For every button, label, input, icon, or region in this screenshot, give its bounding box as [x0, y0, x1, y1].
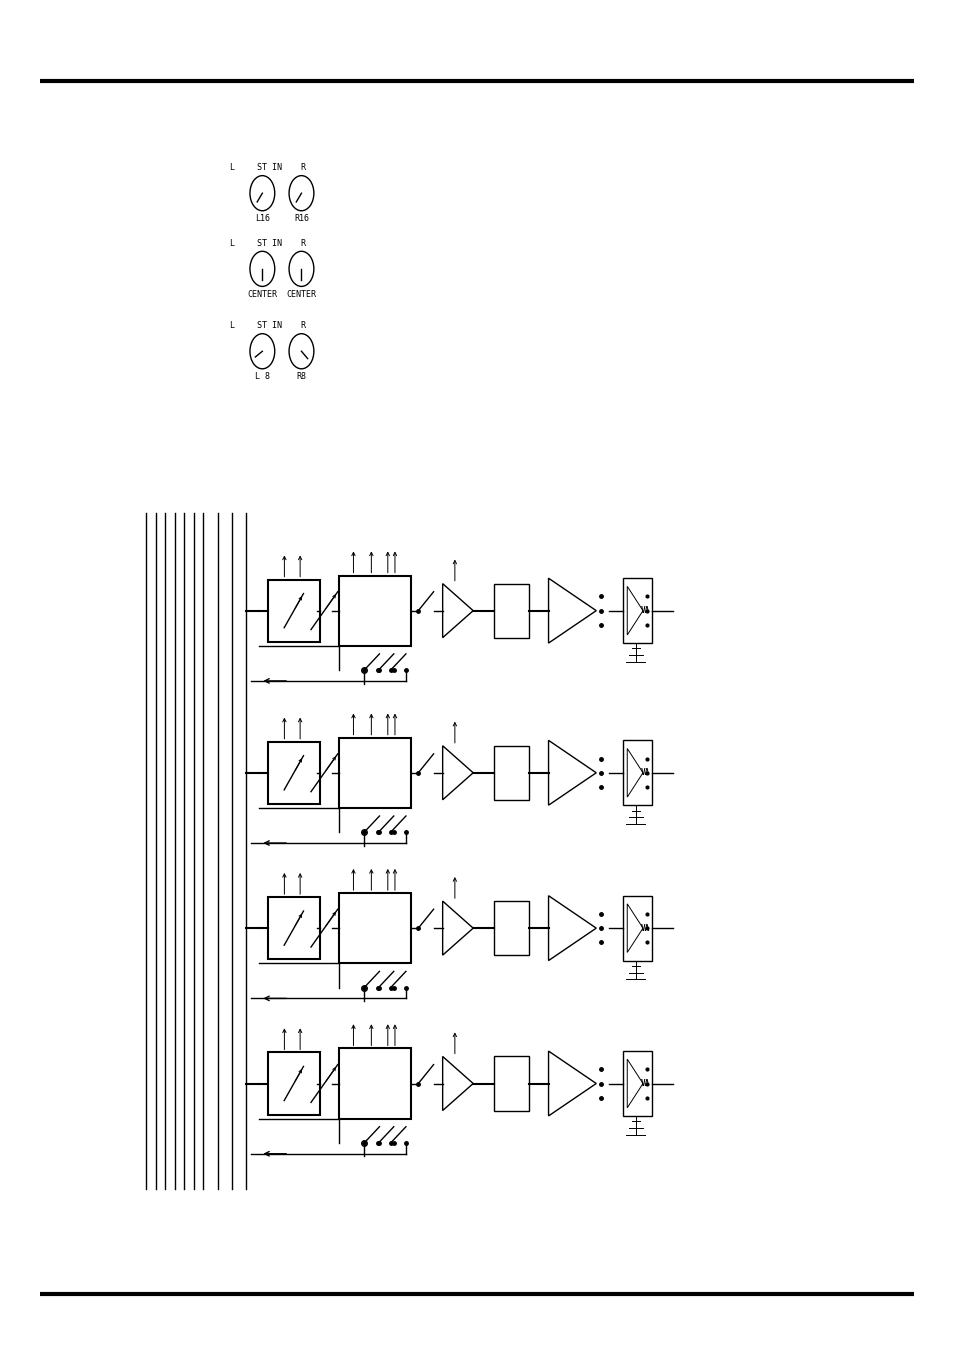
- Bar: [622, 578, 651, 643]
- Polygon shape: [548, 578, 596, 643]
- Bar: [622, 1051, 651, 1116]
- Text: VA: VA: [640, 924, 649, 932]
- Text: VA: VA: [640, 769, 649, 777]
- Polygon shape: [627, 904, 642, 952]
- Bar: [267, 742, 319, 804]
- Bar: [494, 584, 528, 638]
- Bar: [494, 901, 528, 955]
- Bar: [494, 1056, 528, 1111]
- Bar: [267, 897, 319, 959]
- Polygon shape: [627, 1059, 642, 1108]
- Bar: [339, 1048, 411, 1119]
- Text: ST IN: ST IN: [257, 322, 282, 330]
- Polygon shape: [627, 748, 642, 797]
- Bar: [267, 580, 319, 642]
- Bar: [622, 896, 651, 961]
- Bar: [339, 576, 411, 646]
- Polygon shape: [548, 740, 596, 805]
- Bar: [339, 738, 411, 808]
- Text: R: R: [300, 239, 306, 247]
- Text: CENTER: CENTER: [247, 290, 277, 299]
- Text: VA: VA: [640, 607, 649, 615]
- Text: L16: L16: [254, 215, 270, 223]
- Polygon shape: [442, 1056, 473, 1111]
- Text: L: L: [229, 322, 234, 330]
- Bar: [494, 746, 528, 800]
- Text: ST IN: ST IN: [257, 163, 282, 172]
- Bar: [339, 893, 411, 963]
- Text: R: R: [300, 322, 306, 330]
- Text: VA: VA: [640, 1079, 649, 1088]
- Polygon shape: [442, 584, 473, 638]
- Text: L: L: [229, 239, 234, 247]
- Polygon shape: [442, 746, 473, 800]
- Text: CENTER: CENTER: [286, 290, 316, 299]
- Text: R8: R8: [296, 373, 306, 381]
- Text: L 8: L 8: [254, 373, 270, 381]
- Polygon shape: [442, 901, 473, 955]
- Polygon shape: [548, 896, 596, 961]
- Text: R: R: [300, 163, 306, 172]
- Text: R16: R16: [294, 215, 309, 223]
- Bar: [622, 740, 651, 805]
- Text: ST IN: ST IN: [257, 239, 282, 247]
- Polygon shape: [627, 586, 642, 635]
- Polygon shape: [548, 1051, 596, 1116]
- Bar: [267, 1052, 319, 1115]
- Text: L: L: [229, 163, 234, 172]
